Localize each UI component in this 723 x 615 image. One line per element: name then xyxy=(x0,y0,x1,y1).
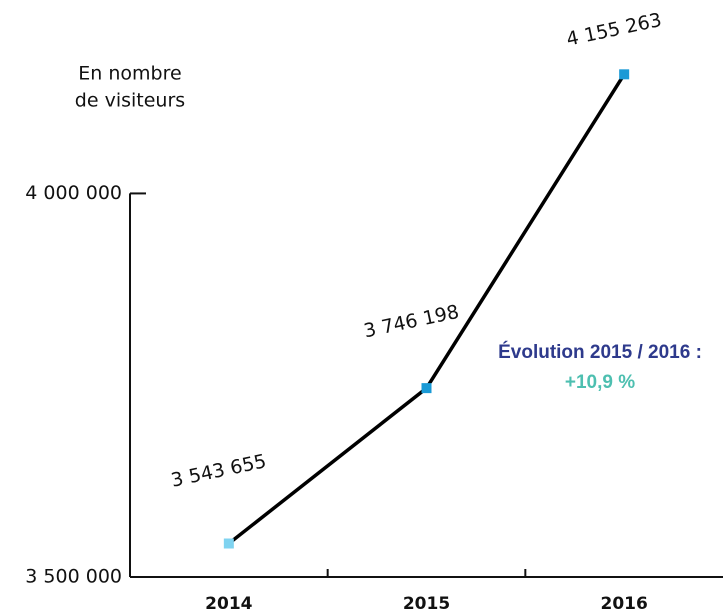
y-tick-label: 4 000 000 xyxy=(25,182,122,204)
annotation: Évolution 2015 / 2016 : xyxy=(498,341,702,363)
value-label: 3 543 655 xyxy=(169,450,268,492)
y-axis-label-line: En nombre xyxy=(78,63,181,85)
x-tick-label: 2014 xyxy=(205,594,252,614)
annotation: +10,9 % xyxy=(565,372,635,393)
marker xyxy=(223,538,234,549)
x-tick-label: 2016 xyxy=(601,594,648,614)
value-label: 3 746 198 xyxy=(362,301,461,343)
marker xyxy=(421,383,432,394)
value-label: 4 155 263 xyxy=(564,9,663,51)
y-tick-label: 3 500 000 xyxy=(25,566,122,588)
y-axis-label-line: de visiteurs xyxy=(75,90,185,112)
x-tick-label: 2015 xyxy=(403,594,450,614)
marker xyxy=(619,69,630,80)
